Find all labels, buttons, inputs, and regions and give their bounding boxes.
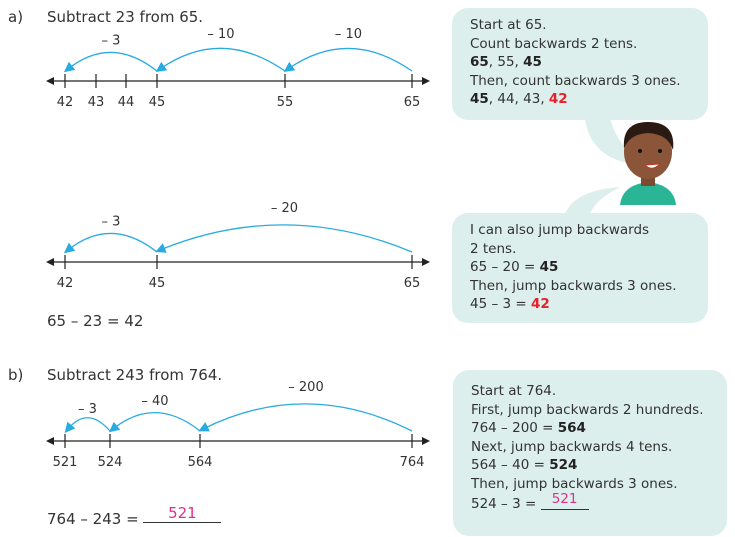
left-arrowhead	[46, 77, 54, 85]
tick-label: 65	[404, 276, 421, 291]
tick-label: 764	[400, 455, 425, 470]
jump-label: – 10	[207, 27, 234, 42]
jump-label: – 200	[288, 380, 323, 395]
part-b-label: b)	[8, 366, 24, 384]
part-a-label: a)	[8, 8, 24, 26]
bubble-line: I can also jump backwards	[470, 222, 650, 238]
right-arrowhead	[422, 437, 430, 445]
jump-label: – 3	[102, 214, 121, 229]
speech-bubble-1: Start at 65. Count backwards 2 tens. 65,…	[452, 8, 708, 120]
tick-label: 43	[88, 95, 105, 110]
jump-arrow	[198, 403, 413, 432]
part-a-equation: 65 – 23 = 42	[47, 312, 144, 330]
tick-label: 564	[188, 455, 213, 470]
part-b-title: Subtract 243 from 764.	[47, 366, 223, 384]
bubble-line: 524 – 3 = 521	[471, 491, 709, 515]
bubble-line: 65, 55, 45	[470, 54, 542, 70]
jump-arrow	[155, 224, 413, 253]
bubble-line: Next, jump backwards 4 tens.	[471, 438, 673, 455]
jump-arrow	[108, 412, 201, 433]
equation-text: 764 – 243 =	[47, 510, 144, 528]
tick-label: 521	[53, 455, 78, 470]
tick-label: 65	[404, 95, 421, 110]
jump-label: – 3	[102, 33, 121, 48]
speech-bubble-3: Start at 764. First, jump backwards 2 hu…	[453, 370, 727, 536]
part-b-equation: 764 – 243 = 521	[47, 504, 222, 529]
right-arrowhead	[422, 77, 430, 85]
bubble-line: Start at 764.	[471, 383, 557, 399]
tick-label: 44	[118, 95, 135, 110]
bubble-line: Then, jump backwards 3 ones.	[470, 277, 677, 294]
jump-label: – 20	[271, 201, 298, 216]
answer-blank[interactable]: 521	[143, 504, 222, 523]
jump-label: – 10	[335, 27, 362, 42]
tick-label: 45	[149, 95, 166, 110]
jump-arrow	[283, 47, 413, 72]
jump-arrow	[63, 51, 158, 73]
tick-label: 42	[57, 276, 74, 291]
right-arrowhead	[422, 258, 430, 266]
bubble-tail	[565, 187, 620, 214]
bubble-line: First, jump backwards 2 hundreds.	[471, 401, 704, 418]
bubble-line: 564 – 40 = 524	[471, 457, 578, 473]
tick-label: 55	[277, 95, 294, 110]
bubble-line: 45, 44, 43, 42	[470, 91, 568, 107]
jump-arrow	[155, 47, 286, 72]
left-arrowhead	[46, 258, 54, 266]
bubble-line: 764 – 200 = 564	[471, 420, 586, 436]
answer-blank[interactable]: 521	[540, 490, 589, 510]
bubble-line: Then, count backwards 3 ones.	[470, 72, 681, 89]
boy-illustration	[620, 122, 676, 205]
jump-arrow	[64, 417, 111, 433]
part-a-title: Subtract 23 from 65.	[47, 8, 204, 26]
bubble-line: 45 – 3 = 42	[470, 296, 550, 312]
bubble-line: Count backwards 2 tens.	[470, 35, 638, 52]
left-arrowhead	[46, 437, 54, 445]
jump-arrow	[63, 232, 158, 254]
bubble-line: 65 – 20 = 45	[470, 259, 559, 275]
jump-label: – 3	[78, 402, 97, 417]
bubble-line: 2 tens.	[470, 240, 517, 257]
jump-label: – 40	[141, 394, 168, 409]
tick-label: 45	[149, 276, 166, 291]
speech-bubble-2: I can also jump backwards 2 tens. 65 – 2…	[452, 213, 708, 323]
bubble-line: Start at 65.	[470, 17, 547, 33]
tick-label: 42	[57, 95, 74, 110]
bubble-line: Then, jump backwards 3 ones.	[471, 475, 678, 492]
tick-label: 524	[98, 455, 123, 470]
